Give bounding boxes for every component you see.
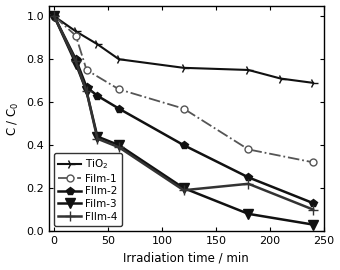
TiO$_2$ [74, 30, 78, 33]
Line: Film-3: Film-3 [49, 11, 318, 230]
TiO$_2$ [246, 68, 251, 72]
Line: Film-1: Film-1 [51, 13, 317, 166]
FIlm-4 [85, 90, 89, 93]
FIlm-4 [74, 60, 78, 63]
Film-3 [74, 62, 78, 65]
Film-3 [95, 135, 99, 138]
Film-3 [246, 212, 251, 215]
Film-1 [74, 34, 78, 37]
X-axis label: Irradiation time / min: Irradiation time / min [123, 251, 249, 264]
Film-3 [85, 90, 89, 93]
FIlm-4 [246, 182, 251, 185]
Film-1 [246, 148, 251, 151]
TiO$_2$ [117, 58, 121, 61]
FIlm-2 [95, 94, 99, 97]
Line: TiO$_2$: TiO$_2$ [49, 11, 318, 88]
TiO$_2$ [182, 66, 186, 69]
FIlm-4 [95, 137, 99, 140]
FIlm-2 [85, 86, 89, 89]
Film-3 [52, 15, 56, 18]
Film-1 [311, 161, 315, 164]
FIlm-2 [182, 144, 186, 147]
TiO$_2$ [279, 77, 283, 80]
Y-axis label: C / C$_0$: C / C$_0$ [5, 101, 21, 136]
TiO$_2$ [52, 15, 56, 18]
Film-3 [182, 187, 186, 190]
Film-3 [117, 144, 121, 147]
FIlm-4 [117, 146, 121, 149]
Line: FIlm-4: FIlm-4 [49, 11, 318, 214]
Film-1 [85, 68, 89, 72]
Film-1 [182, 107, 186, 110]
Film-1 [117, 88, 121, 91]
FIlm-2 [246, 176, 251, 179]
Legend: TiO$_2$, Film-1, FIlm-2, Film-3, FIlm-4: TiO$_2$, Film-1, FIlm-2, Film-3, FIlm-4 [54, 153, 122, 226]
Film-1 [52, 15, 56, 18]
FIlm-2 [52, 15, 56, 18]
Line: FIlm-2: FIlm-2 [50, 12, 317, 207]
FIlm-2 [117, 107, 121, 110]
FIlm-2 [311, 201, 315, 205]
Film-3 [311, 223, 315, 226]
TiO$_2$ [311, 81, 315, 85]
FIlm-4 [311, 208, 315, 211]
FIlm-4 [52, 15, 56, 18]
FIlm-2 [74, 58, 78, 61]
FIlm-4 [182, 189, 186, 192]
TiO$_2$ [95, 43, 99, 46]
